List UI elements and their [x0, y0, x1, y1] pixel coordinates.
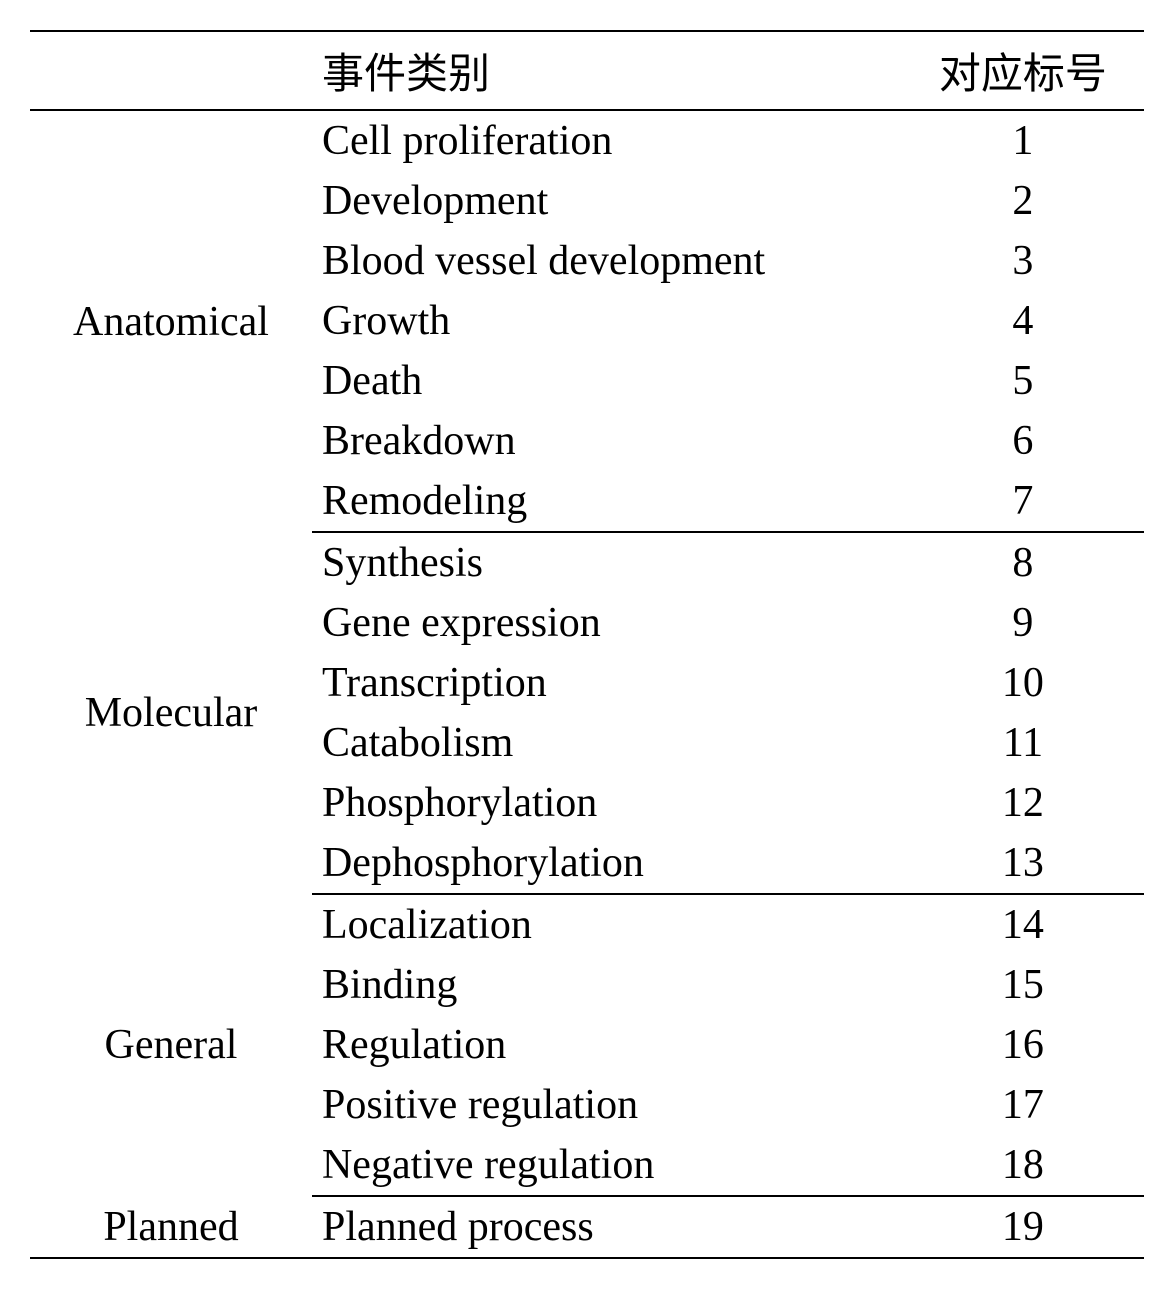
event-cell: Localization [312, 894, 902, 955]
event-cell: Phosphorylation [312, 773, 902, 833]
header-label: 对应标号 [902, 31, 1144, 110]
event-cell: Catabolism [312, 713, 902, 773]
label-cell: 2 [902, 171, 1144, 231]
table: 事件类别 对应标号 AnatomicalCell proliferation1D… [30, 30, 1144, 1259]
category-cell: General [30, 894, 312, 1196]
event-cell: Regulation [312, 1015, 902, 1075]
label-cell: 9 [902, 593, 1144, 653]
category-cell: Molecular [30, 532, 312, 894]
event-cell: Remodeling [312, 471, 902, 532]
event-category-table: 事件类别 对应标号 AnatomicalCell proliferation1D… [30, 30, 1144, 1259]
label-cell: 7 [902, 471, 1144, 532]
label-cell: 18 [902, 1135, 1144, 1196]
table-body: AnatomicalCell proliferation1Development… [30, 110, 1144, 1258]
table-row: AnatomicalCell proliferation1 [30, 110, 1144, 171]
label-cell: 3 [902, 231, 1144, 291]
event-cell: Binding [312, 955, 902, 1015]
label-cell: 14 [902, 894, 1144, 955]
category-cell: Planned [30, 1196, 312, 1258]
label-cell: 16 [902, 1015, 1144, 1075]
label-cell: 6 [902, 411, 1144, 471]
category-cell: Anatomical [30, 110, 312, 532]
label-cell: 17 [902, 1075, 1144, 1135]
table-row: MolecularSynthesis8 [30, 532, 1144, 593]
event-cell: Negative regulation [312, 1135, 902, 1196]
label-cell: 13 [902, 833, 1144, 894]
table-row: GeneralLocalization14 [30, 894, 1144, 955]
event-cell: Growth [312, 291, 902, 351]
event-cell: Dephosphorylation [312, 833, 902, 894]
header-event: 事件类别 [312, 31, 902, 110]
label-cell: 10 [902, 653, 1144, 713]
event-cell: Positive regulation [312, 1075, 902, 1135]
label-cell: 8 [902, 532, 1144, 593]
label-cell: 1 [902, 110, 1144, 171]
label-cell: 4 [902, 291, 1144, 351]
label-cell: 12 [902, 773, 1144, 833]
label-cell: 5 [902, 351, 1144, 411]
event-cell: Breakdown [312, 411, 902, 471]
event-cell: Blood vessel development [312, 231, 902, 291]
event-cell: Cell proliferation [312, 110, 902, 171]
event-cell: Synthesis [312, 532, 902, 593]
label-cell: 15 [902, 955, 1144, 1015]
table-header-row: 事件类别 对应标号 [30, 31, 1144, 110]
event-cell: Death [312, 351, 902, 411]
table-row: PlannedPlanned process19 [30, 1196, 1144, 1258]
event-cell: Transcription [312, 653, 902, 713]
event-cell: Planned process [312, 1196, 902, 1258]
header-category [30, 31, 312, 110]
event-cell: Gene expression [312, 593, 902, 653]
event-cell: Development [312, 171, 902, 231]
label-cell: 19 [902, 1196, 1144, 1258]
label-cell: 11 [902, 713, 1144, 773]
